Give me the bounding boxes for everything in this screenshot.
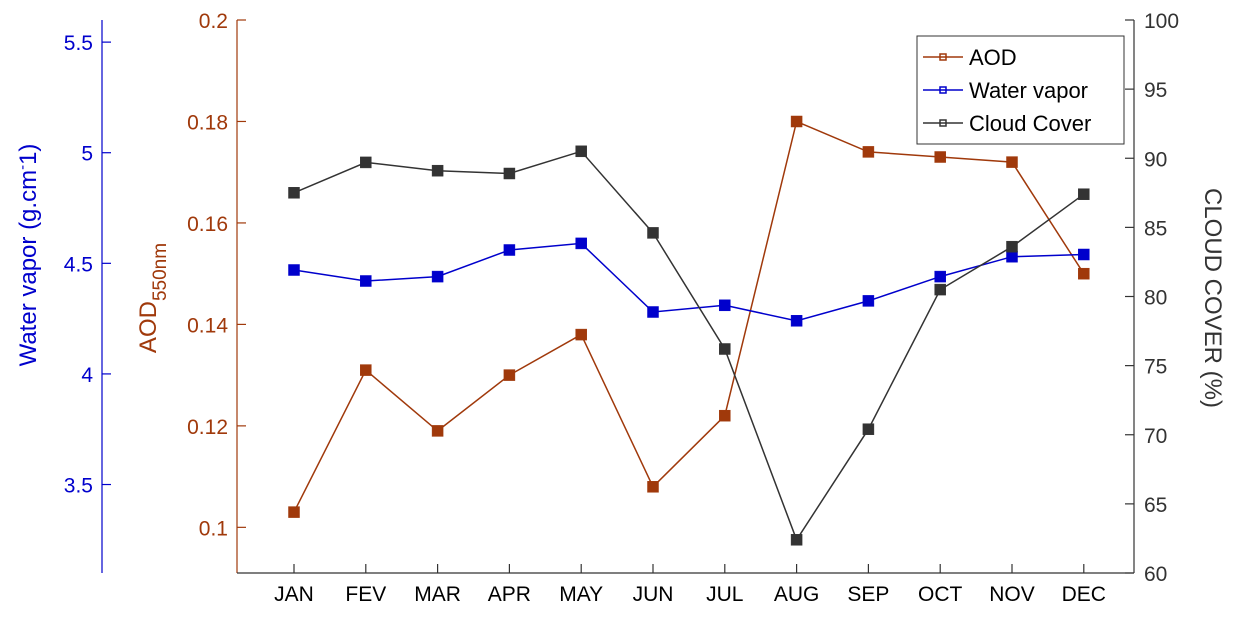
x-tick-label-jun: JUN <box>633 583 674 606</box>
legend-marker-water-vapor <box>939 86 947 94</box>
cloud-cover-tick-label: 90 <box>1144 148 1167 171</box>
water-vapor-axis-title-main: Water vapor (g.cm <box>15 170 42 367</box>
x-tick-label-jan: JAN <box>274 583 314 606</box>
legend-label-cloud-cover: Cloud Cover <box>969 111 1091 136</box>
data-point-cloud-cover-apr <box>503 167 516 180</box>
data-point-cloud-cover-jun <box>647 227 659 239</box>
data-point-water-vapor-nov <box>1006 250 1018 263</box>
series-layer <box>288 115 1090 546</box>
series-line-cloud-cover <box>293 150 1085 542</box>
aod-tick-label: 0.2 <box>199 10 228 33</box>
data-point-water-vapor-mar <box>431 270 444 283</box>
cloud-cover-tick-label: 60 <box>1144 563 1167 586</box>
series-cloud-cover <box>288 145 1090 546</box>
series-line-aod <box>293 120 1085 513</box>
series-line-water-vapor <box>293 242 1084 322</box>
data-point-water-vapor-dec <box>1078 248 1090 261</box>
data-point-aod-mar <box>431 425 444 437</box>
legend-item-cloud-cover: Cloud Cover <box>923 111 1091 136</box>
x-tick-label-dec: DEC <box>1062 583 1106 606</box>
x-tick-label-aug: AUG <box>774 583 820 606</box>
data-point-aod-may <box>575 328 587 341</box>
data-point-water-vapor-jul <box>719 299 731 312</box>
water-vapor-tick-label: 4.5 <box>64 253 93 276</box>
x-tick-label-jul: JUL <box>706 583 743 606</box>
data-point-aod-jan <box>288 506 300 518</box>
data-point-cloud-cover-jan <box>288 187 300 199</box>
cloud-cover-axis-title: CLOUD COVER (%) <box>1199 188 1226 408</box>
data-point-cloud-cover-oct <box>934 283 946 296</box>
x-tick-label-may: MAY <box>559 583 603 606</box>
legend-item-water-vapor: Water vapor <box>923 78 1088 103</box>
data-point-cloud-cover-nov <box>1006 240 1018 253</box>
data-point-aod-dec <box>1078 267 1090 280</box>
data-point-cloud-cover-jul <box>719 343 731 355</box>
legend-label-water-vapor: Water vapor <box>969 78 1088 103</box>
water-vapor-axis-title-end: 1) <box>15 144 42 165</box>
aod-tick-label: 0.12 <box>187 416 228 439</box>
aod-axis-title-sub: 550nm <box>150 243 171 301</box>
data-point-cloud-cover-dec <box>1078 188 1090 200</box>
cloud-cover-tick-label: 95 <box>1144 79 1167 102</box>
data-point-water-vapor-may <box>575 237 587 250</box>
data-point-aod-oct <box>934 151 946 163</box>
legend-marker-cloud-cover <box>939 119 947 127</box>
legend: AOD Water vapor Cloud Cover <box>916 35 1125 145</box>
data-point-aod-jun <box>647 481 659 493</box>
x-tick-label-mar: MAR <box>414 583 461 606</box>
aod-tick-label: 0.16 <box>187 213 228 236</box>
water-vapor-axis-title-sup: - <box>14 165 31 170</box>
aod-axis-title: AOD550nm <box>135 243 171 353</box>
water-vapor-tick-label: 5.5 <box>64 32 93 55</box>
data-point-water-vapor-jun <box>647 306 659 318</box>
legend-marker-aod <box>939 53 947 61</box>
x-axis: JAN FEV MAR APR MAY JUN JUL AUG SEP OCT NOV DEC <box>237 564 1134 606</box>
data-point-water-vapor-aug <box>790 315 803 327</box>
data-point-cloud-cover-mar <box>431 164 444 177</box>
data-point-aod-sep <box>862 146 875 158</box>
series-aod <box>288 115 1090 518</box>
cloud-cover-axis: 60 65 70 75 80 85 90 95 100 <box>1125 10 1179 586</box>
water-vapor-axis-title: Water vapor (g.cm-1) <box>14 144 42 367</box>
cloud-cover-tick-label: 100 <box>1144 10 1179 33</box>
aod-tick-label: 0.14 <box>187 314 228 337</box>
legend-item-aod: AOD <box>923 45 1017 70</box>
data-point-water-vapor-apr <box>503 244 516 256</box>
x-tick-label-sep: SEP <box>847 583 889 606</box>
data-point-cloud-cover-may <box>575 145 587 158</box>
x-tick-label-fev: FEV <box>345 583 386 606</box>
aod-axis-title-main: AOD <box>135 301 162 353</box>
data-point-cloud-cover-sep <box>862 423 875 435</box>
data-point-cloud-cover-aug <box>790 534 803 546</box>
water-vapor-tick-label: 5 <box>81 143 93 166</box>
data-point-aod-nov <box>1006 156 1018 168</box>
water-vapor-tick-label: 4 <box>81 364 93 387</box>
data-point-water-vapor-jan <box>288 264 300 276</box>
data-point-water-vapor-oct <box>934 270 946 283</box>
aod-tick-label: 0.1 <box>199 517 228 540</box>
cloud-cover-tick-label: 65 <box>1144 494 1167 517</box>
x-tick-label-apr: APR <box>488 583 531 606</box>
data-point-cloud-cover-fev <box>360 156 372 169</box>
data-point-water-vapor-fev <box>360 275 372 287</box>
data-point-aod-fev <box>360 364 372 376</box>
x-tick-label-nov: NOV <box>989 583 1035 606</box>
aod-axis: 0.1 0.12 0.14 0.16 0.18 0.2 <box>187 10 246 573</box>
data-point-aod-aug <box>790 115 803 128</box>
data-point-aod-jul <box>719 409 731 422</box>
data-point-water-vapor-sep <box>862 295 875 307</box>
cloud-cover-tick-label: 75 <box>1144 356 1167 379</box>
cloud-cover-tick-label: 70 <box>1144 425 1167 448</box>
x-tick-label-oct: OCT <box>918 583 963 606</box>
aod-tick-label: 0.18 <box>187 111 228 134</box>
cloud-cover-tick-label: 80 <box>1144 287 1167 310</box>
water-vapor-tick-label: 3.5 <box>64 475 93 498</box>
cloud-cover-tick-label: 85 <box>1144 217 1167 240</box>
water-vapor-axis: 3.5 4 4.5 5 5.5 <box>64 20 111 573</box>
series-water-vapor <box>288 237 1090 327</box>
legend-label-aod: AOD <box>969 45 1017 70</box>
data-point-aod-apr <box>503 369 516 381</box>
